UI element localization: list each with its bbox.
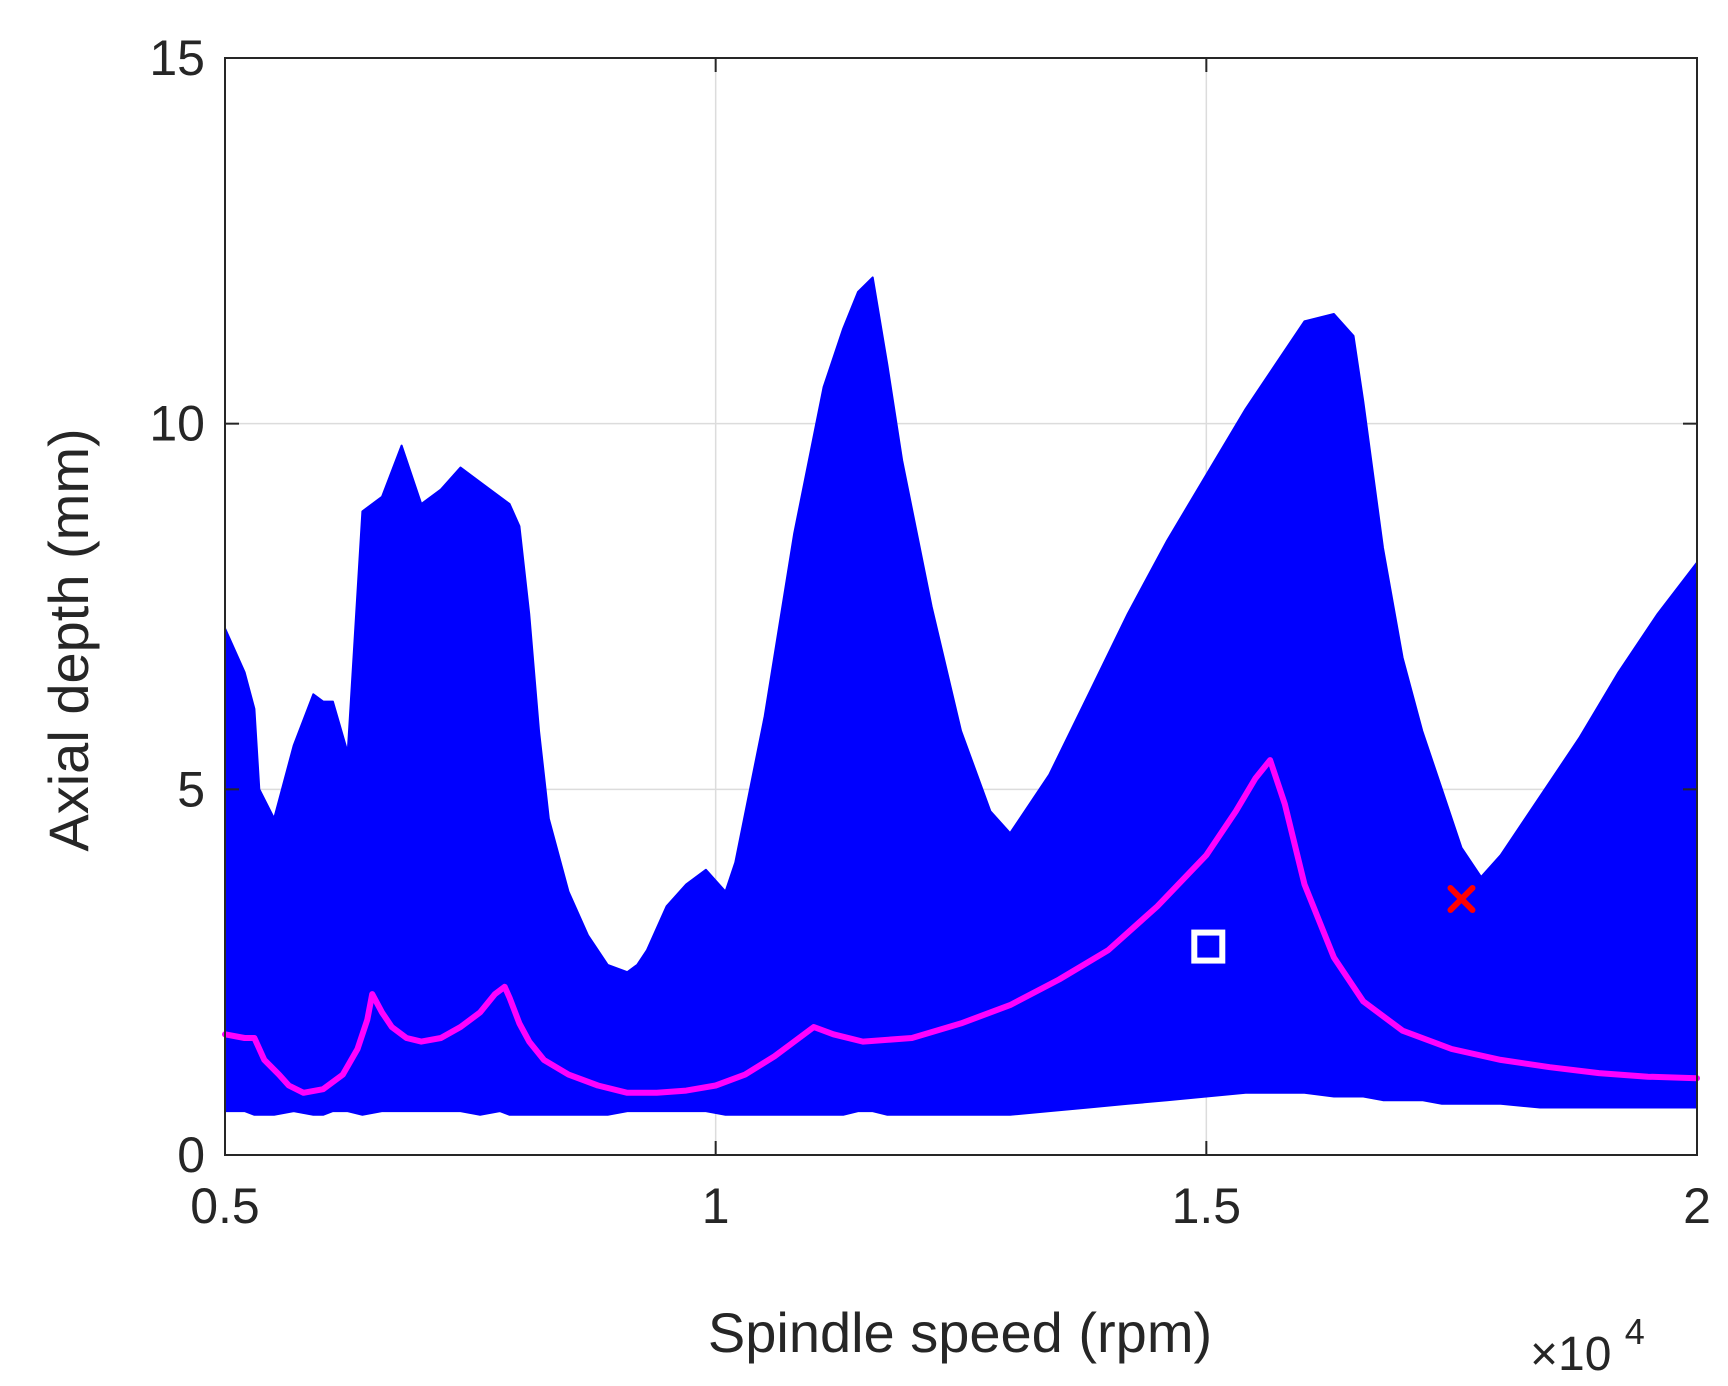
x-multiplier-base: ×10 — [1530, 1328, 1611, 1381]
x-marker-stroke — [1447, 885, 1476, 914]
x-tick-label: 2 — [1683, 1178, 1711, 1234]
y-tick-label: 10 — [149, 396, 205, 452]
mean-curve-layer — [222, 757, 1700, 1096]
plot-frame — [224, 57, 1698, 1156]
x-tick-label: 0.5 — [190, 1178, 260, 1234]
x-multiplier: ×10 4 — [1530, 1311, 1645, 1381]
mean-stability-curve — [222, 757, 1700, 1096]
marker-layer — [1191, 885, 1476, 964]
y-tick-labels: 0 5 10 15 — [149, 30, 205, 1183]
x-axis-label: Spindle speed (rpm) — [708, 1301, 1212, 1364]
y-tick-label: 5 — [177, 761, 205, 817]
tick-marks — [224, 57, 1698, 1156]
square-marker — [1191, 929, 1226, 964]
y-tick-label: 15 — [149, 30, 205, 86]
x-tick-label: 1 — [702, 1178, 730, 1234]
x-multiplier-exponent: 4 — [1625, 1311, 1645, 1352]
y-tick-label: 0 — [177, 1127, 205, 1183]
x-tick-labels: 0.5 1 1.5 2 — [190, 1178, 1711, 1234]
y-axis-label: Axial depth (mm) — [37, 428, 100, 851]
x-tick-label: 1.5 — [1172, 1178, 1242, 1234]
